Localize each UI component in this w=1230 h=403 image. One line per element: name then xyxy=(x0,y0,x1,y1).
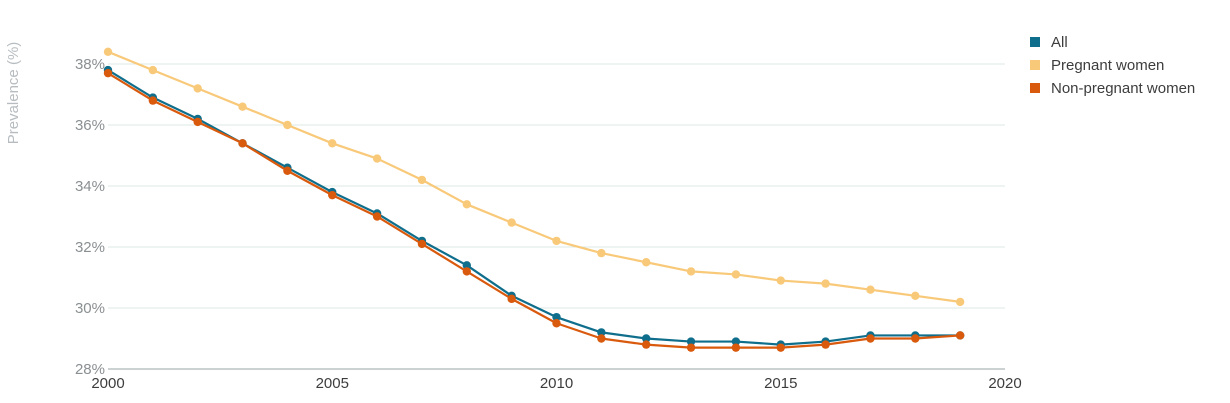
data-point-pregnant-women-2013[interactable] xyxy=(686,267,696,276)
data-point-pregnant-women-2017[interactable] xyxy=(866,285,875,294)
data-point-all-2011[interactable] xyxy=(597,328,606,337)
data-point-non-pregnant-women-2012[interactable] xyxy=(642,340,651,349)
x-tick-label-2015: 2015 xyxy=(764,375,797,392)
series-line-non-pregnant-women xyxy=(106,72,962,349)
data-point-non-pregnant-women-2011[interactable] xyxy=(597,334,606,343)
series-all xyxy=(103,65,965,349)
data-point-pregnant-women-2000[interactable] xyxy=(103,47,113,56)
data-point-non-pregnant-women-2013[interactable] xyxy=(686,343,696,352)
x-tick-label-2010: 2010 xyxy=(540,375,573,392)
axes: Prevalence (%) 28% 30% 32% 34% 36% 38% 2000 200… xyxy=(5,42,1022,392)
data-point-non-pregnant-women-2017[interactable] xyxy=(866,334,875,343)
data-point-non-pregnant-women-2018[interactable] xyxy=(911,334,920,343)
data-point-non-pregnant-women-2003[interactable] xyxy=(238,139,247,148)
legend-swatch-pregnant-women xyxy=(1030,60,1040,70)
data-point-pregnant-women-2010[interactable] xyxy=(552,236,561,246)
y-tick-label-30: 30% xyxy=(75,300,105,317)
y-axis-label: Prevalence (%) xyxy=(5,42,22,145)
data-point-pregnant-women-2002[interactable] xyxy=(193,84,202,93)
x-tick-label-2020: 2020 xyxy=(988,375,1021,392)
data-point-non-pregnant-women-2007[interactable] xyxy=(417,239,427,249)
series-lines xyxy=(103,47,965,352)
data-point-pregnant-women-2005[interactable] xyxy=(328,139,337,148)
series-line-all xyxy=(106,68,962,346)
y-tick-label-38: 38% xyxy=(75,56,105,73)
data-point-pregnant-women-2003[interactable] xyxy=(238,102,247,111)
data-point-pregnant-women-2007[interactable] xyxy=(417,175,427,185)
data-point-pregnant-women-2006[interactable] xyxy=(372,154,382,163)
series-pregnant-women xyxy=(103,47,965,307)
legend-label-pregnant-women: Pregnant women xyxy=(1051,57,1164,74)
data-point-pregnant-women-2016[interactable] xyxy=(821,279,830,288)
data-point-pregnant-women-2004[interactable] xyxy=(283,120,292,130)
series-non-pregnant-women xyxy=(103,68,965,352)
data-point-non-pregnant-women-2016[interactable] xyxy=(821,340,830,349)
data-point-pregnant-women-2001[interactable] xyxy=(148,65,158,75)
data-point-all-2013[interactable] xyxy=(686,337,696,346)
data-point-non-pregnant-women-2009[interactable] xyxy=(507,294,516,304)
y-tick-label-34: 34% xyxy=(75,178,105,195)
data-point-non-pregnant-women-2015[interactable] xyxy=(776,343,785,352)
legend-swatch-non-pregnant-women xyxy=(1030,83,1040,93)
data-point-pregnant-women-2011[interactable] xyxy=(597,248,606,258)
legend-swatch-all xyxy=(1030,37,1040,47)
data-point-non-pregnant-women-2008[interactable] xyxy=(462,267,471,276)
data-point-pregnant-women-2015[interactable] xyxy=(776,276,785,285)
data-point-non-pregnant-women-2002[interactable] xyxy=(193,117,202,127)
data-point-pregnant-women-2009[interactable] xyxy=(507,218,516,227)
x-tick-label-2005: 2005 xyxy=(316,375,349,392)
data-point-non-pregnant-women-2006[interactable] xyxy=(372,212,382,221)
data-point-non-pregnant-women-2019[interactable] xyxy=(955,331,965,340)
x-tick-label-2000: 2000 xyxy=(91,375,124,392)
data-point-non-pregnant-women-2005[interactable] xyxy=(328,190,337,200)
data-point-all-2012[interactable] xyxy=(642,334,651,343)
data-point-non-pregnant-women-2001[interactable] xyxy=(148,96,158,105)
data-point-pregnant-women-2012[interactable] xyxy=(642,258,651,267)
data-point-pregnant-women-2014[interactable] xyxy=(731,270,741,279)
y-tick-label-32: 32% xyxy=(75,239,105,256)
legend-item-non-pregnant-women[interactable]: Non-pregnant women xyxy=(1030,80,1195,97)
y-tick-label-36: 36% xyxy=(75,117,105,134)
data-point-pregnant-women-2008[interactable] xyxy=(462,200,471,209)
legend-item-all[interactable]: All xyxy=(1030,34,1068,51)
data-point-all-2014[interactable] xyxy=(731,337,741,346)
legend: All Pregnant women Non-pregnant women xyxy=(1030,34,1195,97)
data-point-pregnant-women-2019[interactable] xyxy=(955,297,965,307)
data-point-pregnant-women-2018[interactable] xyxy=(911,291,920,300)
legend-item-pregnant-women[interactable]: Pregnant women xyxy=(1030,57,1164,74)
data-point-non-pregnant-women-2004[interactable] xyxy=(283,166,292,175)
series-line-pregnant-women xyxy=(106,50,962,303)
y-tick-label-28: 28% xyxy=(75,361,105,378)
gridlines xyxy=(108,63,1005,370)
data-point-non-pregnant-women-2014[interactable] xyxy=(731,343,741,352)
legend-label-all: All xyxy=(1051,34,1068,51)
data-point-all-2008[interactable] xyxy=(462,261,471,270)
data-point-non-pregnant-women-2000[interactable] xyxy=(103,68,113,78)
data-point-all-2010[interactable] xyxy=(552,312,561,322)
data-point-non-pregnant-women-2010[interactable] xyxy=(552,319,561,328)
legend-label-non-pregnant-women: Non-pregnant women xyxy=(1051,80,1195,97)
